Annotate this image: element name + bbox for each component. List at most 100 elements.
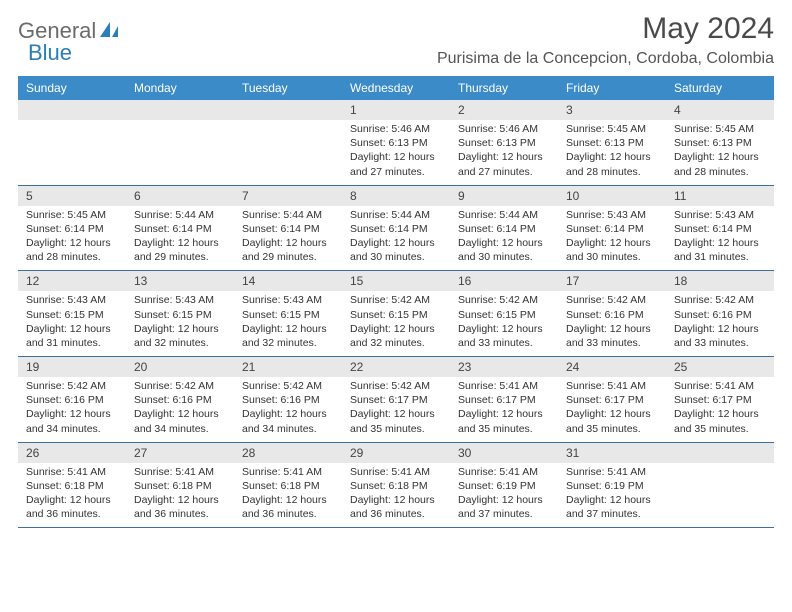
sunset-line: Sunset: 6:14 PM bbox=[674, 222, 766, 236]
day-details: Sunrise: 5:45 AMSunset: 6:13 PMDaylight:… bbox=[666, 120, 774, 185]
daylight-line: Daylight: 12 hours and 27 minutes. bbox=[350, 150, 442, 178]
sunrise-line: Sunrise: 5:42 AM bbox=[134, 379, 226, 393]
day-details: Sunrise: 5:41 AMSunset: 6:17 PMDaylight:… bbox=[666, 377, 774, 442]
daylight-line: Daylight: 12 hours and 29 minutes. bbox=[242, 236, 334, 264]
daylight-line: Daylight: 12 hours and 29 minutes. bbox=[134, 236, 226, 264]
day-number: 2 bbox=[450, 100, 558, 120]
sunset-line: Sunset: 6:18 PM bbox=[134, 479, 226, 493]
day-number: 23 bbox=[450, 357, 558, 377]
sunrise-line: Sunrise: 5:42 AM bbox=[242, 379, 334, 393]
sunset-line: Sunset: 6:16 PM bbox=[26, 393, 118, 407]
sunset-line: Sunset: 6:14 PM bbox=[134, 222, 226, 236]
daylight-line: Daylight: 12 hours and 30 minutes. bbox=[350, 236, 442, 264]
day-details: Sunrise: 5:42 AMSunset: 6:15 PMDaylight:… bbox=[342, 291, 450, 356]
sunrise-line: Sunrise: 5:41 AM bbox=[242, 465, 334, 479]
sunrise-line: Sunrise: 5:45 AM bbox=[566, 122, 658, 136]
day-details: Sunrise: 5:41 AMSunset: 6:17 PMDaylight:… bbox=[558, 377, 666, 442]
day-number: 29 bbox=[342, 443, 450, 463]
day-number bbox=[234, 100, 342, 120]
sunrise-line: Sunrise: 5:41 AM bbox=[458, 465, 550, 479]
daynum-row: 262728293031 bbox=[18, 443, 774, 463]
sunrise-line: Sunrise: 5:46 AM bbox=[458, 122, 550, 136]
day-number: 6 bbox=[126, 186, 234, 206]
daylight-line: Daylight: 12 hours and 33 minutes. bbox=[566, 322, 658, 350]
day-details bbox=[666, 463, 774, 528]
day-number: 24 bbox=[558, 357, 666, 377]
daylight-line: Daylight: 12 hours and 33 minutes. bbox=[674, 322, 766, 350]
daylight-line: Daylight: 12 hours and 35 minutes. bbox=[674, 407, 766, 435]
day-number: 15 bbox=[342, 271, 450, 291]
daylight-line: Daylight: 12 hours and 34 minutes. bbox=[134, 407, 226, 435]
header: General May 2024 Purisima de la Concepci… bbox=[18, 12, 774, 68]
day-number: 11 bbox=[666, 186, 774, 206]
details-row: Sunrise: 5:45 AMSunset: 6:14 PMDaylight:… bbox=[18, 206, 774, 271]
sunset-line: Sunset: 6:16 PM bbox=[242, 393, 334, 407]
sunset-line: Sunset: 6:15 PM bbox=[134, 308, 226, 322]
day-number: 14 bbox=[234, 271, 342, 291]
day-number: 31 bbox=[558, 443, 666, 463]
day-number: 17 bbox=[558, 271, 666, 291]
weekday-header: SundayMondayTuesdayWednesdayThursdayFrid… bbox=[18, 76, 774, 100]
sunrise-line: Sunrise: 5:44 AM bbox=[242, 208, 334, 222]
sunset-line: Sunset: 6:14 PM bbox=[350, 222, 442, 236]
day-details: Sunrise: 5:43 AMSunset: 6:15 PMDaylight:… bbox=[234, 291, 342, 356]
daylight-line: Daylight: 12 hours and 28 minutes. bbox=[566, 150, 658, 178]
day-number: 25 bbox=[666, 357, 774, 377]
sunset-line: Sunset: 6:15 PM bbox=[458, 308, 550, 322]
day-number: 9 bbox=[450, 186, 558, 206]
sunset-line: Sunset: 6:13 PM bbox=[350, 136, 442, 150]
daylight-line: Daylight: 12 hours and 36 minutes. bbox=[26, 493, 118, 521]
day-details: Sunrise: 5:43 AMSunset: 6:14 PMDaylight:… bbox=[558, 206, 666, 271]
daylight-line: Daylight: 12 hours and 28 minutes. bbox=[674, 150, 766, 178]
day-number: 7 bbox=[234, 186, 342, 206]
calendar-week: 567891011Sunrise: 5:45 AMSunset: 6:14 PM… bbox=[18, 186, 774, 272]
daynum-row: 19202122232425 bbox=[18, 357, 774, 377]
daynum-row: 12131415161718 bbox=[18, 271, 774, 291]
title-block: May 2024 Purisima de la Concepcion, Cord… bbox=[437, 12, 774, 68]
daylight-line: Daylight: 12 hours and 35 minutes. bbox=[566, 407, 658, 435]
sunset-line: Sunset: 6:13 PM bbox=[674, 136, 766, 150]
day-number: 26 bbox=[18, 443, 126, 463]
sunset-line: Sunset: 6:14 PM bbox=[458, 222, 550, 236]
sunset-line: Sunset: 6:14 PM bbox=[566, 222, 658, 236]
day-details: Sunrise: 5:41 AMSunset: 6:17 PMDaylight:… bbox=[450, 377, 558, 442]
daylight-line: Daylight: 12 hours and 35 minutes. bbox=[458, 407, 550, 435]
sunset-line: Sunset: 6:18 PM bbox=[242, 479, 334, 493]
sunrise-line: Sunrise: 5:42 AM bbox=[350, 379, 442, 393]
day-number: 27 bbox=[126, 443, 234, 463]
sunrise-line: Sunrise: 5:41 AM bbox=[566, 379, 658, 393]
sunrise-line: Sunrise: 5:43 AM bbox=[242, 293, 334, 307]
day-number: 13 bbox=[126, 271, 234, 291]
day-number: 30 bbox=[450, 443, 558, 463]
calendar-week: 262728293031Sunrise: 5:41 AMSunset: 6:18… bbox=[18, 443, 774, 529]
sunrise-line: Sunrise: 5:42 AM bbox=[350, 293, 442, 307]
sunset-line: Sunset: 6:14 PM bbox=[242, 222, 334, 236]
sunset-line: Sunset: 6:17 PM bbox=[458, 393, 550, 407]
day-number: 3 bbox=[558, 100, 666, 120]
day-number: 5 bbox=[18, 186, 126, 206]
day-details: Sunrise: 5:41 AMSunset: 6:18 PMDaylight:… bbox=[342, 463, 450, 528]
day-number bbox=[126, 100, 234, 120]
weeks-container: 1234Sunrise: 5:46 AMSunset: 6:13 PMDayli… bbox=[18, 100, 774, 528]
day-details: Sunrise: 5:46 AMSunset: 6:13 PMDaylight:… bbox=[342, 120, 450, 185]
day-number: 18 bbox=[666, 271, 774, 291]
sunset-line: Sunset: 6:16 PM bbox=[134, 393, 226, 407]
sunrise-line: Sunrise: 5:42 AM bbox=[26, 379, 118, 393]
daynum-row: 1234 bbox=[18, 100, 774, 120]
day-number bbox=[666, 443, 774, 463]
sunrise-line: Sunrise: 5:43 AM bbox=[26, 293, 118, 307]
weekday-label: Thursday bbox=[450, 76, 558, 100]
sunset-line: Sunset: 6:19 PM bbox=[566, 479, 658, 493]
day-number: 20 bbox=[126, 357, 234, 377]
day-number: 4 bbox=[666, 100, 774, 120]
details-row: Sunrise: 5:41 AMSunset: 6:18 PMDaylight:… bbox=[18, 463, 774, 528]
day-details: Sunrise: 5:46 AMSunset: 6:13 PMDaylight:… bbox=[450, 120, 558, 185]
calendar-week: 1234Sunrise: 5:46 AMSunset: 6:13 PMDayli… bbox=[18, 100, 774, 186]
sunset-line: Sunset: 6:17 PM bbox=[566, 393, 658, 407]
weekday-label: Wednesday bbox=[342, 76, 450, 100]
day-details: Sunrise: 5:42 AMSunset: 6:16 PMDaylight:… bbox=[18, 377, 126, 442]
calendar: SundayMondayTuesdayWednesdayThursdayFrid… bbox=[18, 76, 774, 528]
day-details: Sunrise: 5:45 AMSunset: 6:14 PMDaylight:… bbox=[18, 206, 126, 271]
sunrise-line: Sunrise: 5:45 AM bbox=[26, 208, 118, 222]
logo-text-2: Blue bbox=[28, 40, 72, 66]
